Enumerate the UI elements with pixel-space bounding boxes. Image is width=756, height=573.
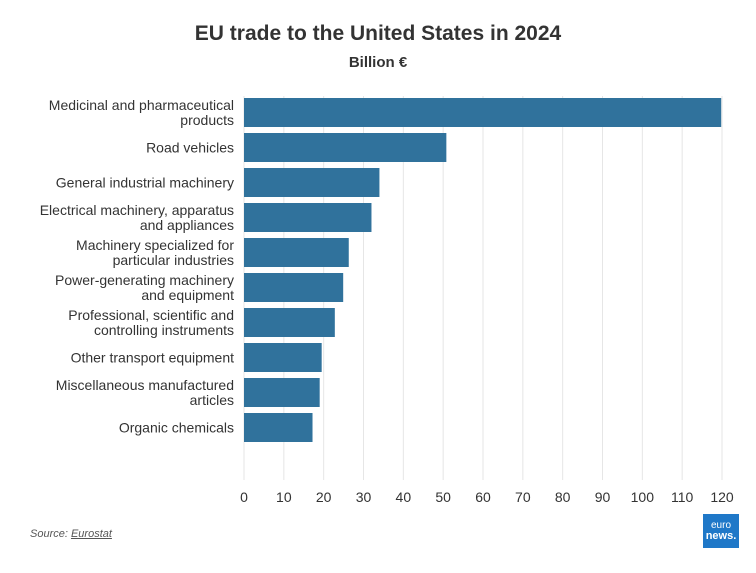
category-label: Organic chemicals (119, 420, 234, 436)
chart-title: EU trade to the United States in 2024 (194, 22, 562, 45)
category-label: Road vehicles (146, 140, 234, 156)
category-label: Miscellaneous manufactured articles (56, 377, 234, 408)
category-label-line: Road vehicles (146, 140, 234, 156)
x-tick-label: 50 (435, 489, 451, 505)
x-tick-label: 30 (356, 489, 372, 505)
bars (244, 98, 722, 442)
category-label: Machinery specialized for particular indu… (76, 237, 234, 268)
x-tick-label: 40 (396, 489, 412, 505)
category-label-line: Electrical machinery, apparatus (40, 202, 234, 218)
source-note: Source: Eurostat (30, 528, 112, 540)
category-label-line: particular industries (113, 252, 234, 268)
x-tick-label: 70 (515, 489, 531, 505)
category-label-line: Machinery specialized for (76, 237, 234, 253)
x-tick-label: 20 (316, 489, 332, 505)
category-label: Power-generating machinery and equipment (55, 272, 234, 303)
category-label-line: articles (190, 392, 234, 408)
bar (244, 308, 335, 337)
bar (244, 98, 722, 127)
x-tick-label: 80 (555, 489, 571, 505)
category-label-line: and appliances (140, 217, 234, 233)
source-prefix: Source: (30, 528, 71, 540)
source-link[interactable]: Eurostat (70, 528, 112, 540)
category-label-line: Power-generating machinery (55, 272, 234, 288)
logo-line-1: euro (710, 520, 731, 531)
category-label-line: Miscellaneous manufactured (56, 377, 234, 393)
bar (244, 168, 380, 197)
logo-line-2: news. (705, 530, 737, 542)
x-tick-label: 120 (710, 489, 734, 505)
category-label-line: General industrial machinery (56, 175, 234, 191)
category-label-line: and equipment (141, 287, 234, 303)
x-tick-label: 60 (475, 489, 491, 505)
category-label-line: Other transport equipment (71, 350, 235, 366)
euronews-logo: euro news. (703, 514, 739, 548)
category-label: Electrical machinery, apparatus and appli… (40, 202, 234, 233)
category-label: Medicinal and pharmaceutical products (49, 97, 234, 128)
category-label: Other transport equipment (71, 350, 235, 366)
x-tick-label: 10 (276, 489, 292, 505)
category-label: General industrial machinery (56, 175, 234, 191)
bar (244, 413, 313, 442)
x-tick-labels: 0 10 20 30 40 50 60 70 80 90 100 110 120 (240, 489, 734, 505)
bar (244, 203, 372, 232)
bar (244, 133, 447, 162)
x-tick-label: 100 (631, 489, 655, 505)
category-label-line: Organic chemicals (119, 420, 234, 436)
category-labels: Medicinal and pharmaceutical products Road… (40, 97, 235, 436)
bar (244, 343, 322, 372)
bar (244, 378, 320, 407)
category-label-line: Professional, scientific and (68, 307, 234, 323)
category-label-line: Medicinal and pharmaceutical (49, 97, 234, 113)
category-label-line: products (180, 112, 234, 128)
chart-subtitle: Billion € (348, 54, 408, 71)
x-tick-label: 0 (240, 489, 248, 505)
bar (244, 238, 349, 267)
x-tick-label: 90 (595, 489, 611, 505)
x-tick-label: 110 (671, 489, 694, 505)
category-label-line: controlling instruments (94, 322, 234, 338)
category-label: Professional, scientific and controlling … (68, 307, 234, 338)
bar (244, 273, 344, 302)
